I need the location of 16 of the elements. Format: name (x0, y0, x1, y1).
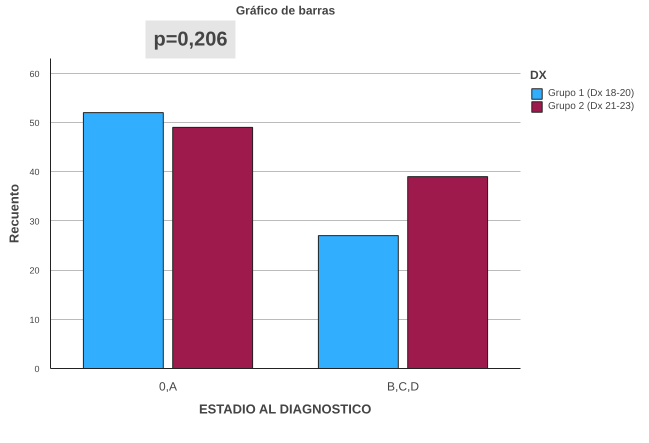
legend-label: Grupo 1 (Dx 18-20) (548, 87, 634, 100)
text: p=0,206 (154, 28, 228, 50)
y-tick-label: 20 (29, 266, 40, 276)
y-tick-label: 0 (34, 364, 40, 374)
x-tick-label: 0,A (158, 380, 178, 394)
legend-label: Grupo 2 (Dx 21-23) (548, 100, 634, 113)
y-tick-label: 50 (29, 118, 40, 128)
y-tick-label: 30 (29, 216, 40, 226)
y-tick-label: 40 (29, 167, 40, 178)
x-tick-label: B,C,D (387, 380, 420, 394)
x-axis-title: ESTADIO AL DIAGNOSTICO (198, 402, 372, 416)
chart-title: Gráfico de barras (236, 4, 336, 18)
legend-title: DX (530, 68, 548, 82)
y-tick-label: 10 (29, 314, 40, 325)
y-axis-title: Recuento (6, 184, 22, 244)
y-tick-label: 60 (29, 68, 40, 79)
